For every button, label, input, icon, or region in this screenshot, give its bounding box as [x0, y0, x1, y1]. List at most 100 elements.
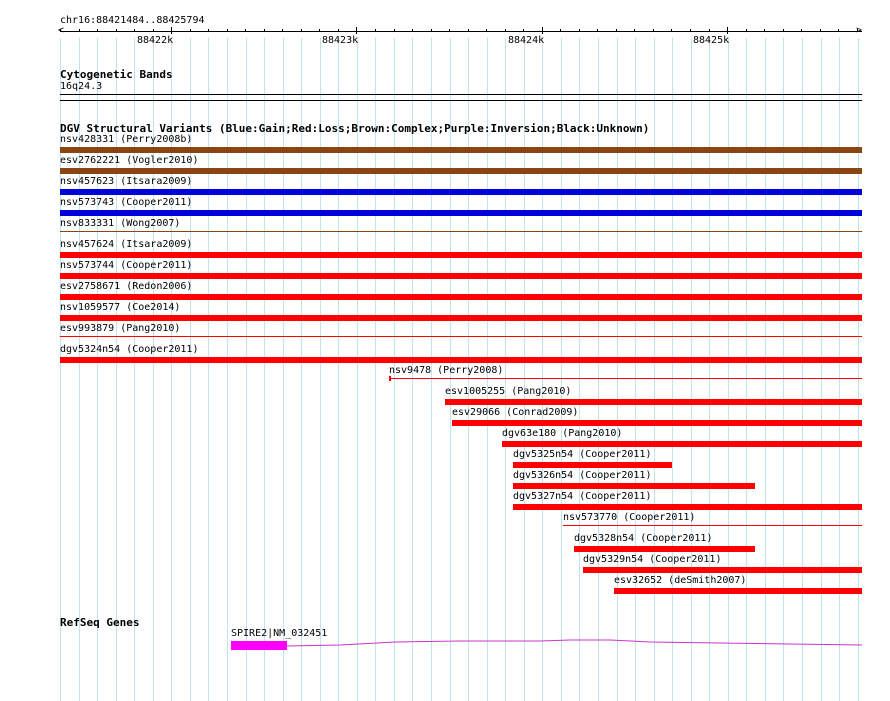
ruler-minor-tick [820, 29, 821, 32]
dgv-track-title[interactable]: DGV Structural Variants (Blue:Gain;Red:L… [60, 122, 650, 135]
dgv-feature-label[interactable]: nsv573744 (Cooper2011) [60, 260, 193, 271]
ruler-minor-tick [245, 29, 246, 32]
ruler-minor-tick [560, 29, 561, 32]
cytoband-label: 16q24.3 [60, 81, 103, 92]
refseq-gene-label[interactable]: SPIRE2|NM_032451 [231, 628, 328, 639]
dgv-feature-label[interactable]: dgv5324n54 (Cooper2011) [60, 344, 199, 355]
ruler-minor-tick [282, 29, 283, 32]
dgv-feature-label[interactable]: nsv457624 (Itsara2009) [60, 239, 193, 250]
ruler-tick-label-88425k: 88425k [693, 35, 730, 46]
ruler-minor-tick [190, 29, 191, 32]
ruler-minor-tick [319, 29, 320, 32]
ruler-minor-tick [60, 29, 61, 32]
dgv-feature-label[interactable]: dgv5327n54 (Cooper2011) [513, 491, 652, 502]
refseq-track-title[interactable]: RefSeq Genes [60, 616, 140, 629]
dgv-feature-label[interactable]: esv2758671 (Redon2006) [60, 281, 193, 292]
dgv-feature-bar[interactable] [60, 273, 862, 279]
ruler-major-tick [542, 27, 543, 34]
dgv-feature-label[interactable]: dgv5325n54 (Cooper2011) [513, 449, 652, 460]
dgv-feature-bar[interactable] [574, 546, 755, 552]
dgv-feature-bar[interactable] [60, 189, 862, 195]
ruler-minor-tick [449, 29, 450, 32]
dgv-feature-label[interactable]: nsv457623 (Itsara2009) [60, 176, 193, 187]
ruler-minor-tick [338, 29, 339, 32]
ruler-minor-tick [746, 29, 747, 32]
ruler-minor-tick [653, 29, 654, 32]
dgv-feature-label[interactable]: esv2762221 (Vogler2010) [60, 155, 199, 166]
ruler-minor-tick [505, 29, 506, 32]
dgv-feature-label[interactable]: nsv428331 (Perry2008b) [60, 134, 193, 145]
dgv-feature-bar[interactable] [583, 567, 862, 573]
dgv-feature-bar[interactable] [614, 588, 862, 594]
ruler-minor-tick [412, 29, 413, 32]
ruler-minor-tick [375, 29, 376, 32]
ruler-minor-tick [301, 29, 302, 32]
ruler-tick-label-88422k: 88422k [137, 35, 174, 46]
dgv-feature-label[interactable]: esv29066 (Conrad2009) [452, 407, 579, 418]
dgv-feature-label[interactable]: nsv1059577 (Coe2014) [60, 302, 181, 313]
ruler-minor-tick [857, 29, 858, 32]
ruler-minor-tick [616, 29, 617, 32]
dgv-feature-label[interactable]: esv993879 (Pang2010) [60, 323, 181, 334]
dgv-feature-bar[interactable] [513, 483, 755, 489]
ruler-minor-tick [394, 29, 395, 32]
dgv-feature-bar[interactable] [60, 357, 862, 363]
dgv-feature-bar[interactable] [513, 504, 862, 510]
ruler-minor-tick [709, 29, 710, 32]
dgv-feature-label[interactable]: nsv573770 (Cooper2011) [563, 512, 696, 523]
ruler-minor-tick [764, 29, 765, 32]
dgv-feature-bar[interactable] [513, 462, 672, 468]
cytoband-top-line [60, 94, 862, 95]
dgv-feature-bar[interactable] [502, 441, 862, 447]
dgv-feature-bar[interactable] [60, 168, 862, 174]
dgv-feature-label[interactable]: nsv573743 (Cooper2011) [60, 197, 193, 208]
ruler-major-tick [356, 27, 357, 34]
ruler-minor-tick [801, 29, 802, 32]
gene-exon [231, 641, 287, 650]
ruler-major-tick [171, 27, 172, 34]
dgv-feature-label[interactable]: esv32652 (deSmith2007) [614, 575, 747, 586]
cytoband-track-title[interactable]: Cytogenetic Bands [60, 68, 173, 81]
dgv-feature-bar[interactable] [60, 315, 862, 321]
dgv-feature-label[interactable]: dgv5326n54 (Cooper2011) [513, 470, 652, 481]
ruler-minor-tick [227, 29, 228, 32]
ruler-tick-label-88424k: 88424k [508, 35, 545, 46]
ruler-minor-tick [431, 29, 432, 32]
dgv-feature-bar[interactable] [445, 399, 862, 405]
dgv-feature-bar[interactable] [60, 147, 862, 153]
ruler-minor-tick [97, 29, 98, 32]
gene-intron-line [286, 639, 863, 647]
ruler-minor-tick [597, 29, 598, 32]
ruler-minor-tick [153, 29, 154, 32]
ruler-axis [60, 31, 862, 32]
dgv-feature-bar[interactable] [60, 336, 862, 337]
dgv-feature-label[interactable]: nsv9478 (Perry2008) [389, 365, 504, 376]
ruler-position: chr16:88421484..88425794 [60, 15, 205, 26]
ruler-tick-label-88423k: 88423k [322, 35, 359, 46]
dgv-feature-bar[interactable] [389, 378, 862, 379]
ruler-minor-tick [79, 29, 80, 32]
dgv-feature-bar[interactable] [60, 231, 862, 232]
ruler-minor-tick [486, 29, 487, 32]
ruler-minor-tick [783, 29, 784, 32]
ruler-arrow-right: > [856, 25, 863, 36]
dgv-feature-bar[interactable] [60, 210, 862, 216]
dgv-feature-label[interactable]: dgv63e180 (Pang2010) [502, 428, 623, 439]
ruler-minor-tick [468, 29, 469, 32]
ruler-minor-tick [264, 29, 265, 32]
dgv-feature-bar[interactable] [452, 420, 862, 426]
ruler-minor-tick [208, 29, 209, 32]
dgv-feature-bar[interactable] [60, 252, 862, 258]
ruler-minor-tick [116, 29, 117, 32]
dgv-feature-label[interactable]: dgv5328n54 (Cooper2011) [574, 533, 713, 544]
ruler-minor-tick [634, 29, 635, 32]
dgv-feature-bar[interactable] [60, 294, 862, 300]
dgv-feature-label[interactable]: dgv5329n54 (Cooper2011) [583, 554, 722, 565]
dgv-feature-label[interactable]: esv1005255 (Pang2010) [445, 386, 572, 397]
ruler-minor-tick [579, 29, 580, 32]
cytoband-bottom-line [60, 100, 862, 101]
ruler-major-tick [727, 27, 728, 34]
dgv-feature-bar[interactable] [563, 525, 862, 526]
dgv-feature-label[interactable]: nsv833331 (Wong2007) [60, 218, 181, 229]
